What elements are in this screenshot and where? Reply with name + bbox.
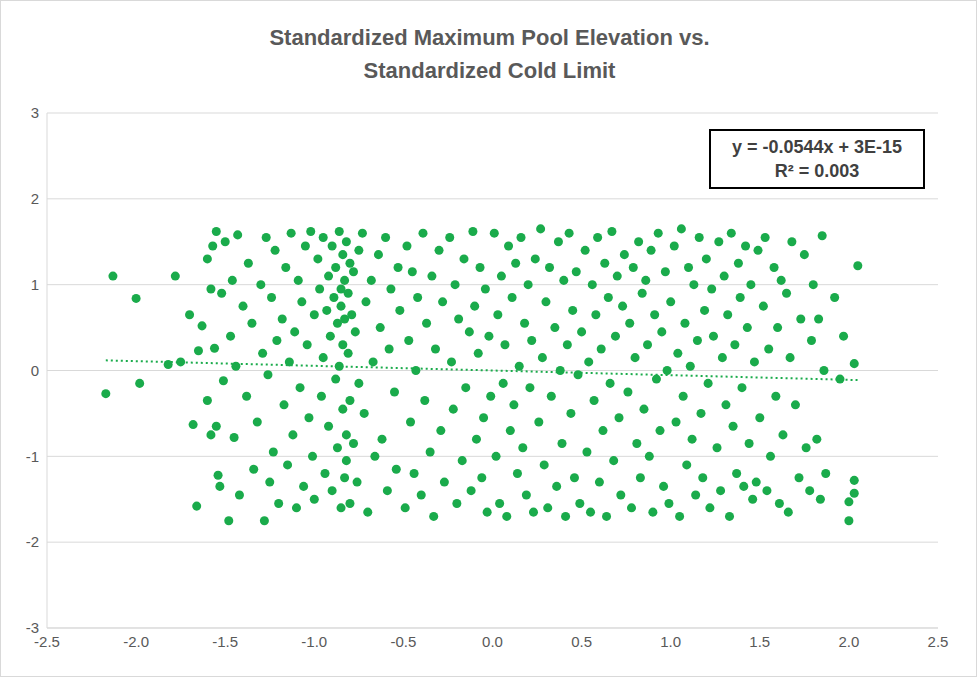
svg-text:-3: -3 xyxy=(26,619,39,636)
html-text:Standardized Maximum Pool Elev: Standardized Maximum Pool Elevation vs. … xyxy=(269,25,710,83)
svg-text:-1.0: -1.0 xyxy=(301,633,327,650)
html-text:R² = 0.003: R² = 0.003 xyxy=(774,161,860,181)
svg-text:2.5: 2.5 xyxy=(928,633,949,650)
svg-text:0.5: 0.5 xyxy=(571,633,592,650)
svg-text:0.0: 0.0 xyxy=(482,633,503,650)
svg-text:2: 2 xyxy=(31,190,39,207)
svg-text:1: 1 xyxy=(31,276,39,293)
svg-text:2.0: 2.0 xyxy=(838,633,859,650)
svg-text:0: 0 xyxy=(31,362,39,379)
svg-text:-2.0: -2.0 xyxy=(123,633,149,650)
svg-text:-2: -2 xyxy=(26,533,39,550)
svg-text:-1: -1 xyxy=(26,448,39,465)
svg-text:1.5: 1.5 xyxy=(749,633,770,650)
html-text:y = -0.0544x + 3E-15: y = -0.0544x + 3E-15 xyxy=(731,137,903,157)
svg-text:-2.5: -2.5 xyxy=(34,632,60,650)
svg-text:1.0: 1.0 xyxy=(660,633,681,650)
svg-text:-0.5: -0.5 xyxy=(390,633,416,650)
svg-text:-1.5: -1.5 xyxy=(212,633,238,650)
svg-text:3: 3 xyxy=(31,104,39,121)
